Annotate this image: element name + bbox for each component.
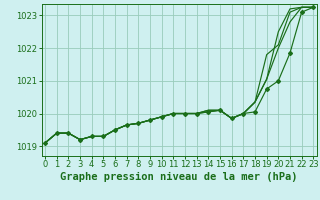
X-axis label: Graphe pression niveau de la mer (hPa): Graphe pression niveau de la mer (hPa) [60, 172, 298, 182]
